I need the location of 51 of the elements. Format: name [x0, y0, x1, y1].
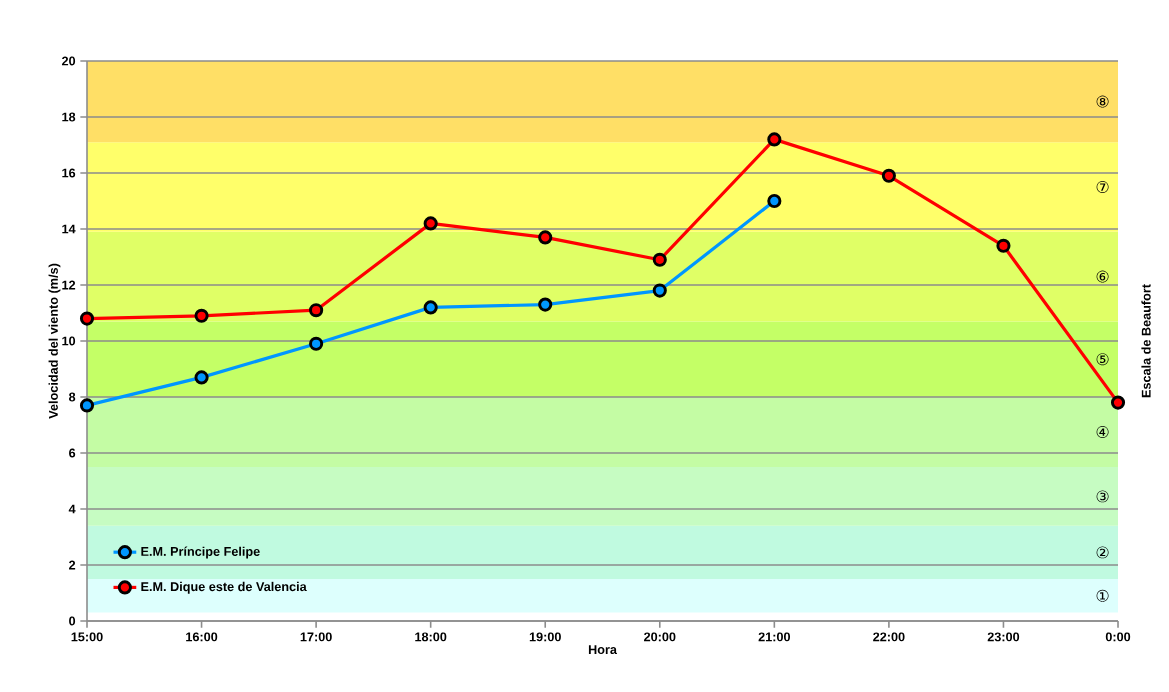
x-tick-label: 15:00: [71, 632, 103, 642]
x-axis-title: Hora: [588, 645, 618, 655]
band-label: ①: [1096, 589, 1109, 602]
x-tick-label: 16:00: [186, 632, 218, 642]
point: [538, 297, 553, 312]
y-tick-label: 2: [69, 560, 76, 570]
band-label: ⑧: [1096, 95, 1109, 108]
y2-axis-title: Escala de Beaufort: [1141, 284, 1151, 398]
point: [538, 230, 553, 245]
x-tick-label: 22:00: [873, 632, 905, 642]
band-label: ②: [1096, 546, 1109, 559]
y-tick-label: 12: [62, 280, 76, 290]
x-tick-label: 17:00: [300, 632, 332, 642]
band-label: ⑦: [1096, 181, 1109, 193]
y-tick-label: 14: [62, 224, 76, 234]
y-tick-label: 6: [69, 448, 76, 458]
x-tick-label: 0:00: [1105, 632, 1131, 642]
band-label: ⑤: [1096, 353, 1109, 366]
point: [194, 370, 209, 385]
y-tick-label: 0: [69, 616, 76, 626]
point: [309, 303, 324, 318]
y-tick-label: 20: [61, 56, 76, 66]
x-tick-label: 19:00: [529, 632, 561, 642]
x-tick-label: 21:00: [758, 632, 791, 642]
legend-label: E.M. Príncipe Felipe: [141, 546, 260, 559]
point: [881, 168, 896, 183]
point: [423, 300, 438, 315]
point: [1110, 395, 1126, 410]
point: [652, 283, 667, 298]
x-tick-label: 18:00: [415, 632, 447, 642]
point: [996, 238, 1011, 253]
point: [79, 398, 95, 413]
band-label: ③: [1096, 490, 1109, 503]
y-tick-label: 4: [68, 504, 76, 514]
point: [652, 252, 667, 267]
point: [423, 216, 438, 231]
point: [767, 193, 782, 209]
y-tick-label: 8: [68, 392, 76, 402]
x-tick-label: 20:00: [644, 632, 676, 642]
y-axis-title: Velocidad del viento (m/s): [48, 263, 61, 419]
y-tick-label: 18: [62, 112, 76, 122]
legend-label: E.M. Dique este de Valencia: [141, 581, 307, 594]
y-tick-label: 16: [62, 168, 76, 178]
point: [767, 132, 782, 147]
point: [309, 336, 324, 351]
point: [79, 311, 95, 326]
band-label: ⑥: [1096, 270, 1109, 283]
band-label: ④: [1096, 426, 1109, 438]
x-tick-label: 23:00: [987, 632, 1020, 642]
y-tick-label: 10: [62, 336, 76, 346]
point: [194, 308, 209, 323]
